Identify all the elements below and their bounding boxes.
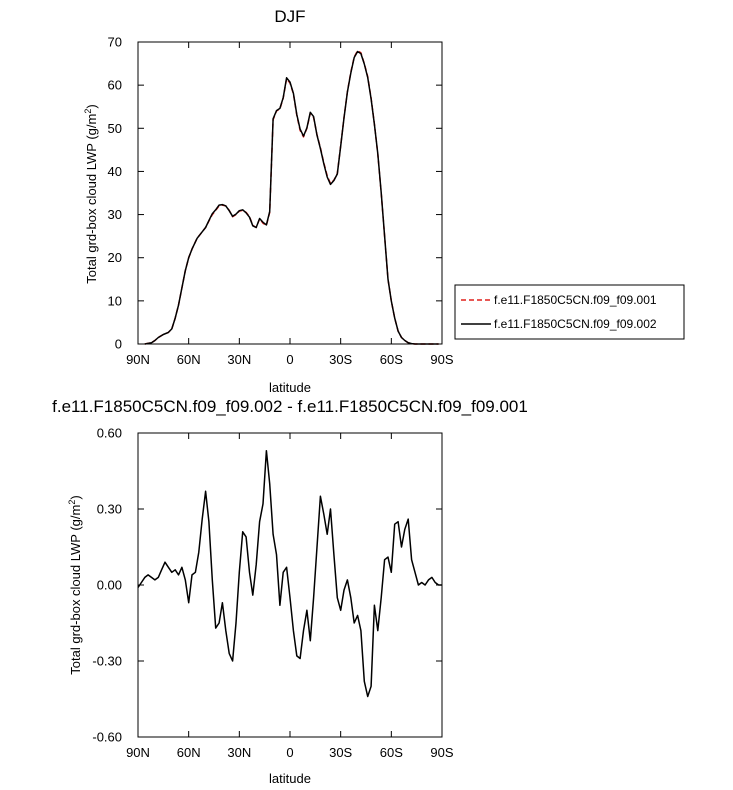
bottom-x-tick-label: 60N bbox=[177, 745, 201, 760]
top-x-tick-label: 60N bbox=[177, 352, 201, 367]
top-series-line-2 bbox=[144, 50, 439, 345]
bottom-x-tick-label: 30S bbox=[329, 745, 352, 760]
bottom-panel: f.e11.F1850C5CN.f09_f09.002 - f.e11.F185… bbox=[52, 397, 528, 786]
top-y-tick-label: 40 bbox=[108, 164, 122, 179]
bottom-y-tick-label: -0.60 bbox=[92, 730, 122, 745]
legend-label-001: f.e11.F1850C5CN.f09_f09.001 bbox=[494, 293, 657, 307]
top-y-tick-label: 50 bbox=[108, 121, 122, 136]
top-plot-area: 90N 60N 30N 0 30S 60S 90S 0 10 20 30 40 50 60 70 bbox=[108, 35, 454, 368]
bottom-plot-area: 90N 60N 30N 0 30S 60S 90S -0.60 -0.30 0.00 0.30 0.6… bbox=[92, 426, 454, 761]
legend-label-002: f.e11.F1850C5CN.f09_f09.002 bbox=[494, 317, 657, 331]
top-chart-title: DJF bbox=[274, 7, 305, 26]
legend-box bbox=[454, 284, 685, 340]
top-x-tick-label: 90N bbox=[126, 352, 150, 367]
bottom-x-tick-label: 60S bbox=[380, 745, 403, 760]
bottom-y-tick-label: 0.30 bbox=[97, 502, 122, 517]
top-panel: DJF 90N 60N 30N 0 30S 60S 90S 0 10 20 30 40 50 60 70 l… bbox=[83, 7, 454, 395]
bottom-plot-frame bbox=[137, 432, 443, 738]
top-plot-frame bbox=[137, 41, 443, 345]
top-x-tick-label: 30N bbox=[227, 352, 251, 367]
top-y-tick-label: 70 bbox=[108, 35, 122, 50]
top-x-tick-label: 60S bbox=[380, 352, 403, 367]
top-x-tick-label: 0 bbox=[286, 352, 293, 367]
bottom-y-axis-label: Total grd-box cloud LWP (g/m2) bbox=[67, 495, 83, 674]
legend: f.e11.F1850C5CN.f09_f09.001 f.e11.F1850C… bbox=[454, 284, 685, 340]
bottom-x-tick-label: 0 bbox=[286, 745, 293, 760]
bottom-x-tick-label: 90S bbox=[430, 745, 453, 760]
bottom-chart-title: f.e11.F1850C5CN.f09_f09.002 - f.e11.F185… bbox=[52, 397, 528, 416]
bottom-y-tick-label: 0.60 bbox=[97, 426, 122, 441]
bottom-x-tick-label: 30N bbox=[227, 745, 251, 760]
bottom-series-line-1 bbox=[137, 449, 442, 698]
top-y-tick-label: 0 bbox=[115, 337, 122, 352]
top-y-tick-label: 20 bbox=[108, 250, 122, 265]
top-x-axis-label: latitude bbox=[269, 380, 311, 395]
bottom-x-axis-label: latitude bbox=[269, 771, 311, 786]
bottom-y-tick-label: 0.00 bbox=[97, 578, 122, 593]
top-x-tick-label: 90S bbox=[430, 352, 453, 367]
top-y-tick-label: 10 bbox=[108, 293, 122, 308]
top-y-tick-label: 60 bbox=[108, 78, 122, 93]
top-x-tick-label: 30S bbox=[329, 352, 352, 367]
top-y-tick-label: 30 bbox=[108, 207, 122, 222]
top-series-line-1 bbox=[144, 49, 439, 345]
bottom-x-tick-label: 90N bbox=[126, 745, 150, 760]
top-y-axis-label: Total grd-box cloud LWP (g/m2) bbox=[83, 104, 99, 283]
bottom-y-tick-label: -0.30 bbox=[92, 654, 122, 669]
